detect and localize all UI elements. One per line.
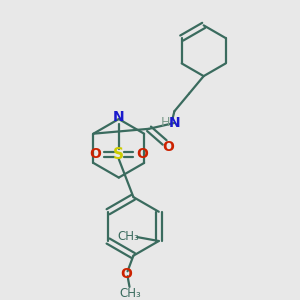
Text: N: N [113, 110, 124, 124]
Text: O: O [136, 147, 148, 161]
Text: O: O [89, 147, 101, 161]
Text: N: N [169, 116, 180, 130]
Text: O: O [163, 140, 175, 154]
Text: S: S [113, 147, 124, 162]
Text: CH₃: CH₃ [120, 287, 141, 300]
Text: CH₃: CH₃ [118, 230, 140, 243]
Text: H: H [161, 116, 170, 129]
Text: O: O [121, 267, 133, 281]
